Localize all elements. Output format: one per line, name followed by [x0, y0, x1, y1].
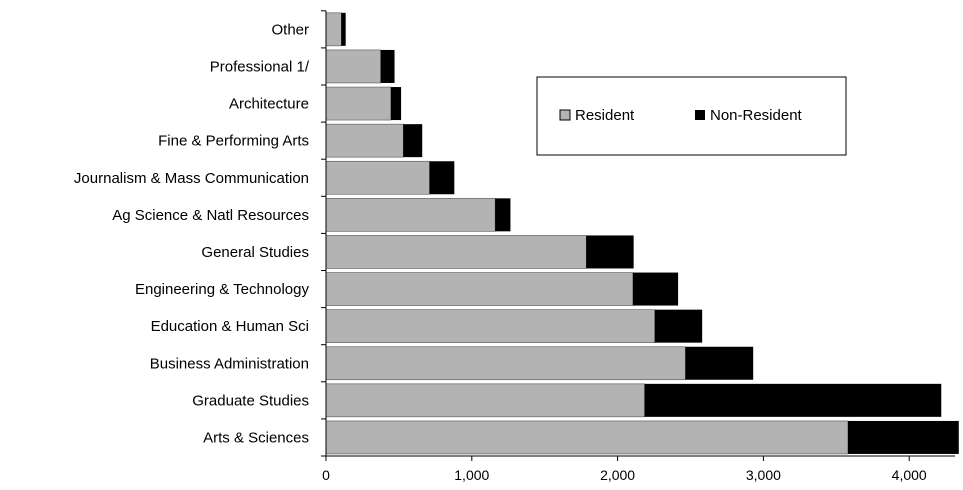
x-ticks: 0 1,000 2,000 3,000 4,000: [322, 456, 927, 483]
legend-box: [536, 76, 847, 156]
category-label-0: Arts & Sciences: [203, 429, 309, 446]
bar-resident-9: [325, 86, 392, 121]
bar-nonresident-6: [495, 198, 511, 232]
bar-resident-3: [325, 309, 656, 343]
x-tick-label-3: 3,000: [746, 467, 781, 483]
category-label-10: Professional 1/: [210, 58, 310, 75]
bar-resident-0: [325, 420, 849, 455]
category-label-11: Other: [271, 21, 309, 38]
bar-resident-2: [325, 346, 686, 381]
legend-swatch-nonresident: [695, 110, 705, 120]
bar-nonresident-2: [685, 346, 754, 380]
bar-resident-11: [325, 12, 342, 47]
bar-nonresident-10: [380, 49, 395, 83]
bar-resident-1: [325, 383, 645, 418]
legend-swatch-resident: [559, 109, 571, 121]
category-label-6: Ag Science & Natl Resources: [112, 207, 309, 224]
category-label-1: Graduate Studies: [192, 392, 309, 409]
x-tick-label-2: 2,000: [600, 467, 635, 483]
bar-nonresident-3: [654, 309, 703, 343]
category-label-3: Education & Human Sci: [151, 318, 309, 335]
bar-resident-5: [325, 235, 587, 269]
bar-nonresident-4: [632, 272, 679, 306]
category-label-5: General Studies: [201, 244, 309, 261]
x-tick-label-1: 1,000: [454, 467, 489, 483]
bar-resident-6: [325, 198, 496, 232]
bars-group: [325, 12, 959, 455]
category-labels: Arts & Sciences Graduate Studies Business …: [74, 21, 310, 446]
category-label-2: Business Administration: [150, 355, 309, 372]
bar-nonresident-7: [429, 161, 455, 195]
legend: Resident Non-Resident: [536, 76, 847, 156]
x-tick-label-0: 0: [322, 467, 330, 483]
category-label-9: Architecture: [229, 96, 309, 113]
legend-label-nonresident: Non-Resident: [710, 107, 803, 124]
category-label-4: Engineering & Technology: [135, 281, 310, 298]
bar-nonresident-1: [644, 383, 942, 417]
axes: [321, 10, 955, 457]
bar-resident-4: [325, 272, 634, 306]
x-tick-label-4: 4,000: [892, 467, 927, 483]
bar-nonresident-0: [847, 420, 959, 454]
bar-nonresident-8: [403, 124, 423, 158]
bar-resident-7: [325, 160, 430, 195]
bar-nonresident-9: [390, 87, 402, 121]
legend-label-resident: Resident: [575, 107, 635, 124]
bar-resident-10: [325, 49, 381, 84]
category-label-8: Fine & Performing Arts: [158, 133, 309, 150]
category-label-7: Journalism & Mass Communication: [74, 170, 309, 187]
bar-nonresident-11: [341, 12, 346, 46]
bar-nonresident-5: [586, 235, 634, 269]
bar-resident-8: [325, 123, 404, 158]
